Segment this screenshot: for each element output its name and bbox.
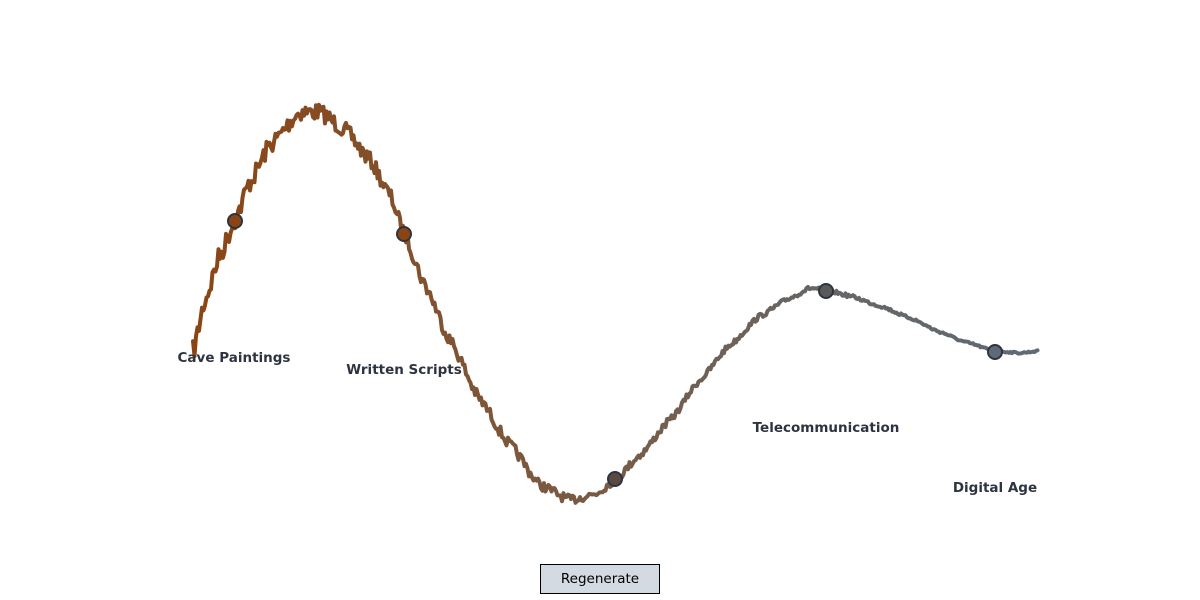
regenerate-button[interactable]: Regenerate <box>540 564 660 594</box>
milestone-label-written-scripts: Written Scripts <box>346 362 461 378</box>
evolution-curve <box>191 102 1040 505</box>
milestone-label-cave-paintings: Cave Paintings <box>178 350 291 366</box>
milestone-label-digital-age: Digital Age <box>953 480 1037 496</box>
milestone-marker-cave-paintings <box>227 213 243 229</box>
milestone-label-telecommunication: Telecommunication <box>753 420 900 436</box>
milestone-marker-digital-age <box>987 344 1003 360</box>
milestone-markers <box>227 213 1003 487</box>
milestone-marker-written-scripts <box>396 226 412 242</box>
milestone-labels: Cave Paintings Written Scripts Telecommu… <box>178 350 1038 496</box>
milestone-marker-telecommunication <box>818 283 834 299</box>
milestone-marker-unlabeled <box>607 471 623 487</box>
